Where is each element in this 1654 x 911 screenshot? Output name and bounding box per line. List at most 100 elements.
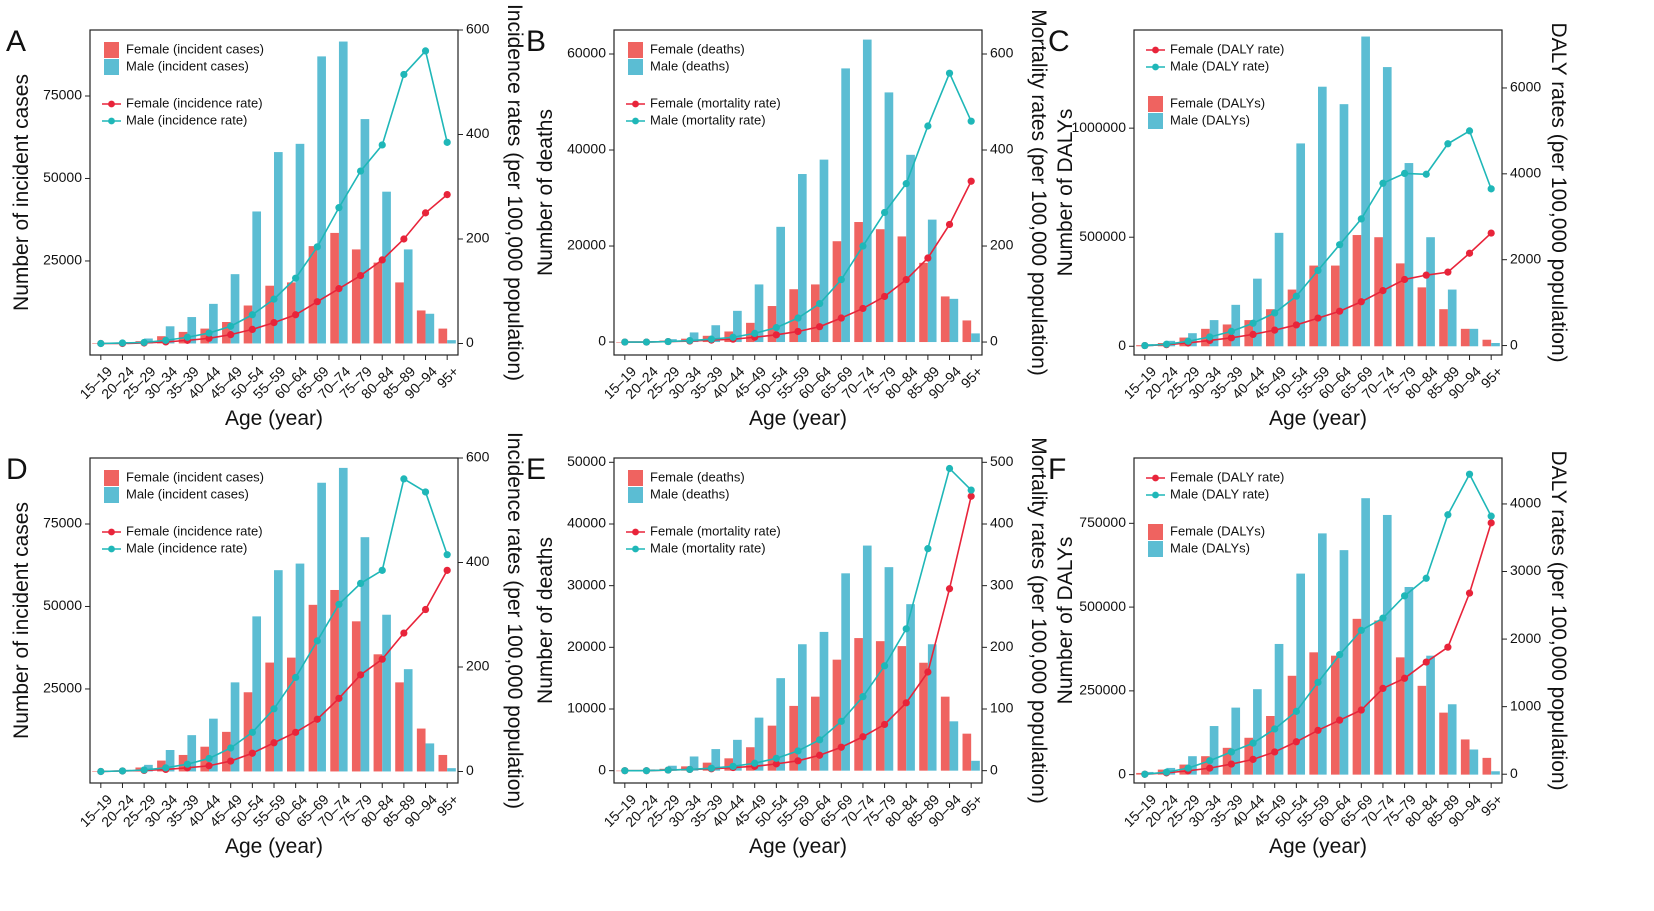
point-male bbox=[248, 311, 256, 319]
point-female bbox=[967, 492, 975, 500]
point-male bbox=[313, 637, 321, 645]
bar-female bbox=[1244, 320, 1254, 347]
panel-a: A250005000075000020040060015–1920–2425–2… bbox=[6, 4, 526, 430]
bar-male bbox=[1491, 343, 1500, 347]
y-tick-label: 25000 bbox=[43, 252, 82, 268]
bar-male bbox=[425, 313, 435, 344]
bar-male bbox=[1404, 163, 1414, 347]
bar-female bbox=[767, 725, 777, 771]
bar-female bbox=[1352, 618, 1362, 775]
bar-female bbox=[1395, 657, 1405, 775]
bar-male bbox=[252, 211, 262, 344]
point-male bbox=[1336, 651, 1344, 659]
legend-swatch-point bbox=[108, 528, 115, 536]
x-tick-label: 95+ bbox=[1478, 791, 1506, 819]
bar-male bbox=[274, 152, 283, 344]
y-axis-title: Number of deaths bbox=[534, 109, 557, 276]
y2-tick-label: 600 bbox=[466, 21, 490, 37]
legend-swatch-point bbox=[632, 545, 639, 553]
y2-tick-label: 4000 bbox=[1510, 165, 1541, 181]
bar-male bbox=[382, 191, 391, 344]
bar-male bbox=[1318, 86, 1327, 347]
bar-male bbox=[403, 249, 413, 344]
bar-female bbox=[832, 659, 842, 771]
point-female bbox=[1206, 764, 1214, 772]
point-male bbox=[1227, 748, 1236, 756]
bar-female bbox=[438, 328, 448, 344]
y-tick-label: 75000 bbox=[43, 515, 82, 531]
point-female bbox=[248, 749, 256, 757]
y-tick-label: 75000 bbox=[43, 87, 82, 103]
point-female bbox=[248, 325, 256, 333]
point-male bbox=[1422, 574, 1430, 582]
point-male bbox=[1444, 140, 1452, 148]
point-female bbox=[1336, 716, 1344, 724]
bar-female bbox=[222, 322, 231, 344]
bar-female bbox=[1330, 655, 1340, 775]
bar-female bbox=[92, 343, 101, 344]
bar-female bbox=[1482, 339, 1492, 347]
bar-male bbox=[187, 735, 197, 772]
legend-label: Female (DALY rate) bbox=[1170, 41, 1284, 56]
point-male bbox=[118, 339, 127, 347]
bar-male bbox=[689, 756, 699, 771]
y-axis-title: Number of incident cases bbox=[10, 502, 33, 739]
legend-label: Female (mortality rate) bbox=[650, 95, 781, 110]
bar-female bbox=[1460, 739, 1470, 775]
bar-male bbox=[1253, 689, 1262, 775]
point-male bbox=[816, 736, 824, 744]
x-axis-title: Age (year) bbox=[749, 835, 847, 858]
point-male bbox=[1292, 292, 1300, 300]
legend-swatch-point bbox=[1152, 491, 1159, 499]
point-male bbox=[1444, 511, 1452, 519]
bar-female bbox=[395, 682, 404, 772]
point-male bbox=[400, 70, 408, 79]
y-tick-label: 10000 bbox=[567, 700, 606, 716]
point-female bbox=[816, 751, 824, 759]
legend-swatch-bar bbox=[104, 487, 119, 503]
point-male bbox=[1379, 179, 1387, 187]
y2-tick-label: 200 bbox=[990, 237, 1014, 253]
bar-male bbox=[165, 326, 175, 344]
point-male bbox=[97, 339, 105, 348]
point-female bbox=[1465, 249, 1474, 257]
bar-male bbox=[447, 768, 456, 772]
bar-male bbox=[754, 717, 764, 771]
bar-male bbox=[862, 545, 872, 771]
point-male bbox=[1206, 757, 1214, 765]
panel-letter: D bbox=[6, 453, 28, 486]
bar-male bbox=[776, 226, 786, 343]
point-male bbox=[772, 324, 780, 332]
point-male bbox=[664, 337, 672, 346]
y2-tick-label: 0 bbox=[1510, 765, 1518, 781]
bar-male bbox=[906, 604, 915, 771]
y-tick-label: 50000 bbox=[43, 169, 82, 185]
point-male bbox=[642, 338, 651, 346]
bar-male bbox=[230, 682, 240, 772]
bar-male bbox=[906, 154, 915, 343]
point-male bbox=[118, 767, 127, 775]
bar-female bbox=[1395, 263, 1405, 347]
bar-female bbox=[286, 282, 296, 344]
point-male bbox=[443, 551, 451, 559]
point-female bbox=[1271, 326, 1279, 334]
legend-swatch-bar bbox=[628, 487, 643, 503]
point-male bbox=[1162, 768, 1171, 776]
point-male bbox=[356, 579, 365, 588]
bar-female bbox=[789, 705, 798, 771]
point-female bbox=[205, 762, 213, 770]
bar-female bbox=[1136, 345, 1145, 347]
point-female bbox=[945, 220, 954, 229]
bar-female bbox=[416, 310, 426, 344]
y2-tick-label: 0 bbox=[1510, 336, 1518, 352]
point-female bbox=[837, 743, 845, 751]
bar-male bbox=[1339, 550, 1349, 775]
bar-male bbox=[971, 333, 980, 343]
point-female bbox=[1249, 755, 1257, 763]
x-axis-title: Age (year) bbox=[1269, 407, 1367, 430]
bar-male bbox=[927, 644, 937, 771]
point-male bbox=[1249, 319, 1257, 327]
point-male bbox=[902, 625, 910, 633]
bar-female bbox=[1352, 235, 1362, 347]
point-female bbox=[1465, 589, 1474, 597]
